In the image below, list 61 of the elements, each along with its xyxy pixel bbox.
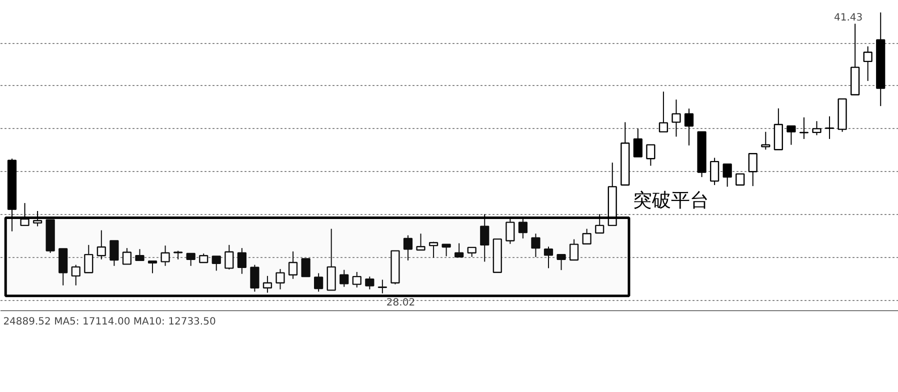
candlestick bbox=[531, 233, 540, 258]
candlestick bbox=[122, 248, 132, 265]
candlestick bbox=[148, 260, 158, 274]
candlestick bbox=[812, 120, 822, 136]
candlestick bbox=[556, 254, 566, 271]
candlestick bbox=[403, 234, 413, 261]
candlestick bbox=[416, 233, 426, 251]
candlestick bbox=[326, 228, 336, 291]
candlestick bbox=[569, 238, 579, 261]
candlestick bbox=[84, 244, 94, 274]
candlestick bbox=[276, 268, 285, 290]
candlestick bbox=[506, 217, 515, 244]
candlestick bbox=[340, 269, 349, 288]
candlestick bbox=[160, 245, 170, 266]
candlestick bbox=[518, 217, 528, 239]
candlestick bbox=[378, 279, 387, 294]
candlestick bbox=[595, 214, 604, 234]
band-label: 突破平台 bbox=[632, 190, 709, 212]
candlestick bbox=[736, 173, 745, 186]
candlestick bbox=[672, 99, 681, 138]
candlestick bbox=[58, 248, 68, 286]
candlestick bbox=[186, 252, 196, 266]
candlestick bbox=[212, 256, 221, 272]
candlestick bbox=[710, 157, 720, 186]
candlestick bbox=[314, 272, 324, 292]
candlestick bbox=[633, 128, 642, 158]
candlestick bbox=[199, 253, 208, 264]
candlestick bbox=[722, 163, 732, 188]
candlestick bbox=[20, 202, 30, 226]
text: 24889.52 MA5: 17114.00 MA10: 12733.50 bbox=[3, 316, 216, 328]
candlestick bbox=[824, 116, 834, 140]
candlestick bbox=[71, 264, 80, 286]
candlestick bbox=[365, 276, 374, 290]
candlestick bbox=[237, 248, 246, 274]
candlestick bbox=[224, 244, 234, 270]
candlestick bbox=[32, 210, 42, 227]
candlestick bbox=[96, 230, 106, 260]
candlestick bbox=[684, 108, 694, 146]
candlestick bbox=[863, 46, 872, 82]
candlestick bbox=[786, 125, 796, 146]
candlestick bbox=[301, 258, 310, 278]
candlestick bbox=[658, 91, 668, 132]
candlestick bbox=[428, 241, 438, 258]
candlestick bbox=[544, 246, 554, 269]
candlestick bbox=[442, 244, 451, 257]
candlestick bbox=[135, 248, 144, 262]
candlestick bbox=[262, 275, 272, 294]
annotation: 41.43 bbox=[834, 12, 863, 24]
candlestick bbox=[582, 228, 592, 244]
candlestick bbox=[352, 271, 362, 288]
candlestick bbox=[799, 116, 809, 140]
candlestick bbox=[467, 246, 476, 258]
candlestick bbox=[110, 240, 119, 266]
candlestick bbox=[761, 131, 770, 150]
candlestick bbox=[454, 242, 464, 258]
candlestick bbox=[288, 250, 298, 280]
annotation: 28.02 bbox=[386, 297, 416, 308]
candlestick bbox=[480, 214, 490, 262]
candlestick bbox=[646, 144, 656, 166]
candlestick bbox=[748, 153, 758, 187]
candlestick bbox=[250, 264, 260, 292]
